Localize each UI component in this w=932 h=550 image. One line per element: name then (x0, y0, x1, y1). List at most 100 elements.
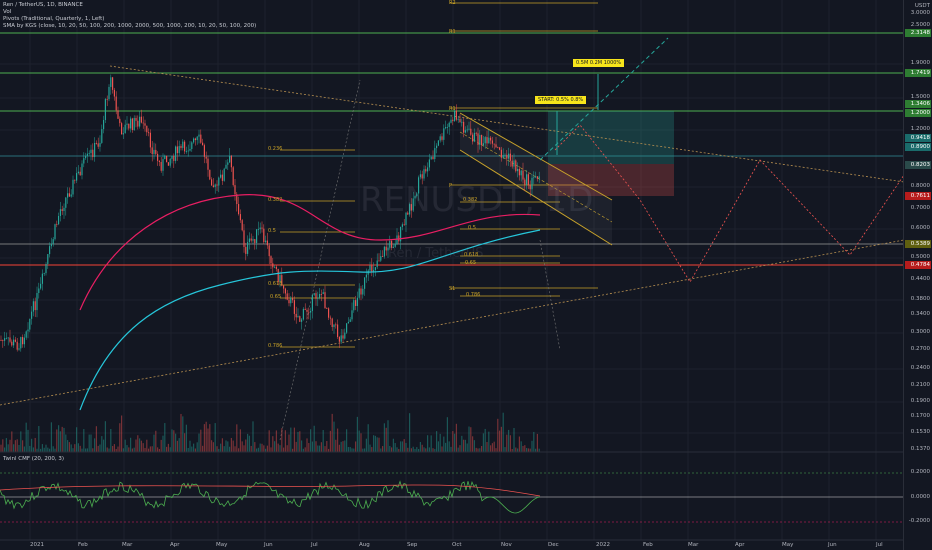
volume-bar (371, 447, 373, 452)
volume-bar (401, 441, 403, 452)
candle-body (311, 294, 313, 311)
candle-body (2, 340, 4, 341)
candle-body (412, 198, 414, 211)
chart-title: Ren / TetherUS, 1D, BINANCE (3, 2, 83, 8)
volume-bar (261, 443, 263, 452)
candle-body (126, 123, 128, 125)
candle-body (135, 117, 137, 121)
price-tag: 0.8203 (905, 161, 931, 169)
candle-body (243, 230, 245, 247)
volume-bar (252, 421, 254, 452)
volume-bar (502, 412, 504, 452)
candle-body (403, 224, 405, 226)
price-axis[interactable]: USDT 3.0000 2.5000 1.9000 1.5000 1.2000 0.800… (903, 0, 932, 550)
candle-body (13, 339, 15, 346)
volume-bar (81, 448, 83, 452)
candle-body (376, 260, 378, 268)
volume-bar (167, 443, 169, 452)
trendline (539, 239, 561, 351)
candle-body (72, 179, 74, 195)
candle-body (67, 193, 69, 198)
volume-bar (430, 435, 432, 452)
candle-body (117, 110, 119, 119)
volume-bar (103, 439, 105, 452)
candle-body (79, 171, 81, 176)
candle-body (225, 164, 227, 169)
candle-body (517, 168, 519, 172)
candle-body (529, 185, 531, 190)
volume-bar (52, 446, 54, 452)
candle-body (454, 110, 456, 122)
candle-body (328, 308, 330, 318)
volume-bar (65, 434, 67, 452)
volume-bar (227, 441, 229, 452)
candle-body (171, 155, 173, 159)
candle-body (430, 156, 432, 160)
candle-body (176, 146, 178, 154)
volume-bar (160, 439, 162, 452)
candle-body (252, 239, 254, 241)
volume-bar (133, 447, 135, 452)
volume-bar (304, 447, 306, 452)
volume-bar (270, 447, 272, 452)
price-axis-label: 0.8000 (910, 183, 930, 189)
volume-bar (340, 441, 342, 452)
fib-level-label: 0.5 (468, 225, 476, 231)
candle-body (346, 323, 348, 333)
candle-body (452, 119, 454, 122)
candle-body (500, 149, 502, 158)
volume-bar (193, 443, 195, 452)
candle-body (221, 174, 223, 181)
volume-bar (221, 438, 223, 452)
candle-body (88, 153, 90, 154)
volume-bar (90, 434, 92, 452)
candle-body (130, 118, 132, 129)
candle-body (378, 260, 380, 262)
volume-bar (198, 433, 200, 452)
candle-body (175, 146, 177, 161)
candle-body (508, 153, 510, 159)
candle-body (272, 263, 274, 268)
candle-body (463, 121, 465, 133)
time-axis-label: Jul (876, 542, 883, 548)
candle-body (284, 288, 286, 294)
candle-body (164, 155, 166, 160)
candle-body (360, 288, 362, 295)
candle-body (47, 254, 49, 264)
volume-bar (351, 448, 353, 452)
volume-bar (7, 444, 9, 452)
target-annotation[interactable]: 0.5M 0.2M 1000% (572, 58, 626, 68)
price-axis-label: 3.0000 (910, 10, 930, 16)
volume-bar (144, 447, 146, 452)
candle-body (423, 169, 425, 179)
volume-bar (184, 433, 186, 452)
candle-body (533, 177, 535, 179)
candle-body (522, 170, 524, 180)
candle-body (419, 174, 421, 178)
candle-body (286, 293, 288, 300)
candle-body (234, 185, 236, 195)
candle-body (4, 338, 6, 341)
candle-body (484, 137, 486, 144)
volume-bar (121, 415, 123, 452)
candle-body (387, 247, 389, 251)
candle-body (232, 167, 234, 186)
candle-body (317, 297, 319, 299)
candle-body (482, 143, 484, 146)
volume-bar (4, 447, 6, 452)
candle-body (18, 348, 20, 350)
volume-bar (328, 448, 330, 452)
candle-body (68, 193, 70, 197)
start-annotation[interactable]: START: 0.5% 0.8% (534, 95, 588, 105)
candle-body (158, 160, 160, 162)
volume-bar (205, 421, 207, 452)
candle-body (256, 229, 258, 243)
volume-bar (202, 445, 204, 452)
volume-bar (245, 439, 247, 452)
candle-body (110, 77, 112, 87)
candle-body (238, 204, 240, 215)
time-axis-label: Nov (501, 542, 512, 548)
time-axis-label: Jun (264, 542, 273, 548)
time-axis-label: Jul (311, 542, 318, 548)
